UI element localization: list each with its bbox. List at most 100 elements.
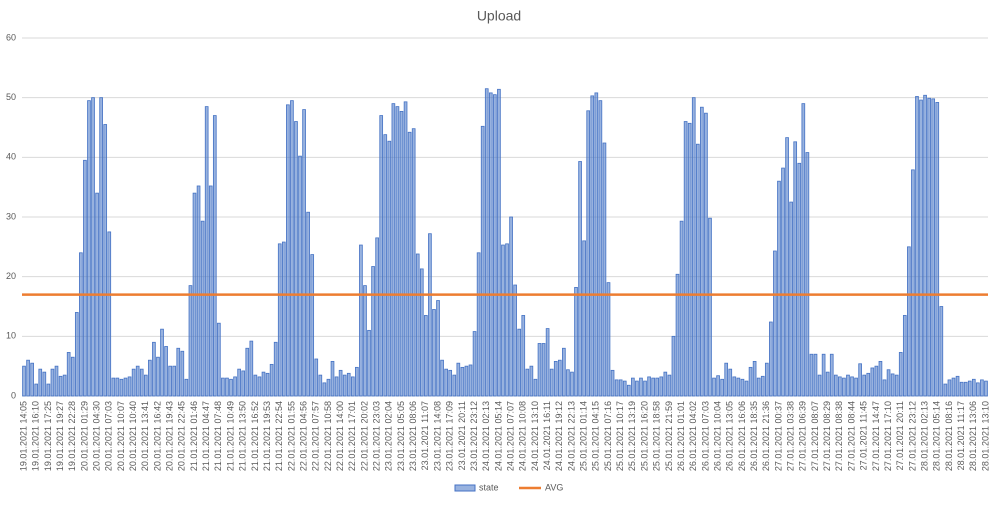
bar [850,376,854,397]
bar [712,377,716,397]
bar [529,365,534,397]
bar [557,359,562,397]
bar [334,376,339,397]
legend-swatch [454,484,476,492]
bar [50,368,55,397]
x-tick-label: 28.01.2021 13:06 [968,401,978,471]
bar [428,233,432,397]
bar [764,362,769,397]
bar [257,376,262,397]
bar [249,340,254,397]
bar [355,366,359,397]
y-tick-label: 60 [6,32,16,42]
bar [212,115,217,397]
x-tick-label: 22.01.2021 01:55 [286,401,296,471]
x-tick-label: 27.01.2021 08:38 [834,401,844,471]
bar [898,352,903,397]
bar [184,378,189,397]
x-tick-label: 27.01.2021 23:12 [907,401,917,471]
bar [931,98,936,397]
bar [277,243,282,397]
bar [460,366,465,397]
bar [704,112,708,397]
bar [322,382,327,397]
bar [176,347,181,397]
bar [602,142,607,397]
x-tick-label: 22.01.2021 04:56 [298,401,308,471]
x-tick-label: 26.01.2021 04:02 [688,401,698,471]
legend-label: state [479,482,499,492]
bar [395,106,400,397]
bar [517,328,522,397]
bar [229,378,233,397]
x-tick-label: 24.01.2021 07:07 [505,401,515,471]
x-tick-label: 24.01.2021 05:14 [493,401,503,471]
bar [785,137,789,397]
bar [107,231,112,397]
x-tick-label: 27.01.2021 08:07 [810,401,820,471]
x-tick-label: 20.01.2021 16:42 [152,401,162,471]
bar [391,103,396,397]
bar [273,341,278,397]
bar [172,365,177,397]
bar [740,378,745,397]
bar [574,287,578,397]
bar [817,374,822,397]
x-tick-label: 23.01.2021 02:04 [384,401,394,471]
bar [156,356,160,397]
x-tick-label: 21.01.2021 07:48 [213,401,223,471]
x-tick-label: 23.01.2021 08:06 [408,401,418,471]
bar [683,121,688,397]
bar [667,374,672,397]
bar [294,121,298,397]
bar [367,329,371,397]
bar [533,378,538,397]
bar [858,363,862,397]
bar [801,103,806,397]
chart-title: Upload [477,8,521,24]
x-tick-label: 19.01.2021 19:27 [55,401,65,471]
x-tick-label: 23.01.2021 05:05 [396,401,406,471]
bar [984,380,988,397]
bar [582,240,586,397]
bar [314,358,319,397]
bar [488,92,493,397]
bar [773,250,777,397]
x-tick-label: 19.01.2021 17:25 [43,401,53,471]
bar [70,356,75,397]
bar [959,381,964,397]
bar [590,95,595,397]
bar [675,273,680,397]
bar [769,321,773,397]
bar [135,365,140,397]
x-tick-label: 27.01.2021 08:44 [846,401,856,471]
x-tick-label: 21.01.2021 10:49 [225,401,235,471]
bar [866,372,871,397]
bar [26,359,30,397]
bar [890,373,895,397]
bar [501,244,505,397]
x-tick-label: 20.01.2021 19:43 [165,401,175,471]
bar [225,377,229,397]
bar [732,376,737,397]
x-tick-label: 26.01.2021 07:03 [700,401,710,471]
x-tick-label: 22.01.2021 23:03 [372,401,382,471]
bar [66,352,71,397]
bar [74,312,79,397]
bar [622,380,627,397]
x-tick-label: 19.01.2021 22:28 [67,401,77,471]
y-tick-label: 10 [6,331,16,341]
bar [111,377,116,397]
x-tick-label: 21.01.2021 19:53 [262,401,272,471]
x-tick-label: 27.01.2021 06:39 [798,401,808,471]
bar [123,377,128,397]
bar [346,372,351,397]
x-tick-label: 20.01.2021 10:40 [128,401,138,471]
bar [127,376,132,397]
bar [46,383,51,397]
x-tick-label: 21.01.2021 16:52 [250,401,260,471]
bar [586,110,591,397]
x-tick-label: 24.01.2021 16:11 [542,401,552,470]
y-tick-label: 30 [6,211,16,221]
bar [290,100,294,397]
